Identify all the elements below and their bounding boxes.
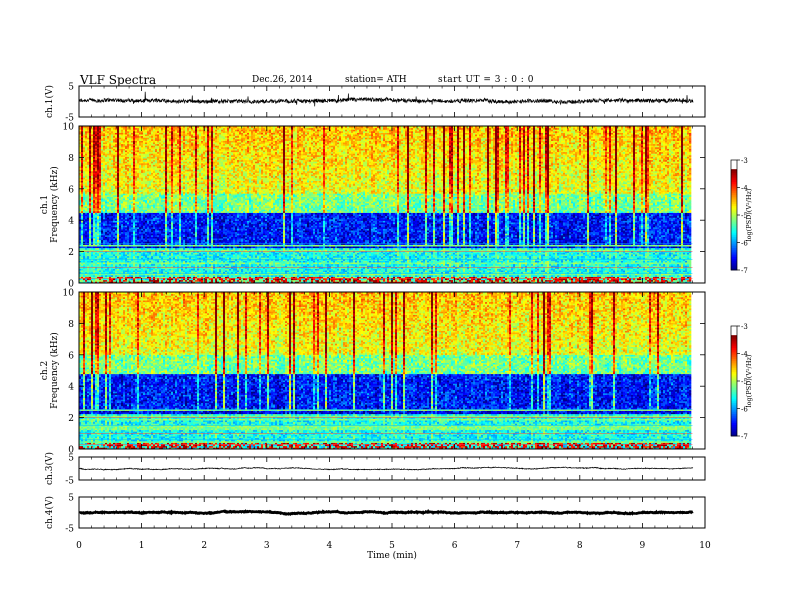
series-line bbox=[80, 92, 694, 107]
waveform-ch1-waveform bbox=[80, 92, 694, 107]
y-axis-label-line: ch.1(V) bbox=[44, 85, 55, 118]
y-tick-label: 5 bbox=[68, 83, 74, 93]
y-axis-label-ch1-waveform: ch.1(V) bbox=[44, 85, 55, 118]
